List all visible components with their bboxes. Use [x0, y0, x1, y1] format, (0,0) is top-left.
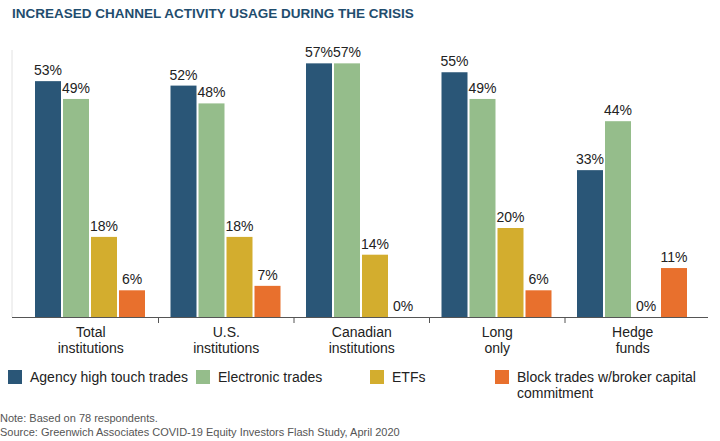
bar [306, 63, 332, 317]
data-label: 0% [393, 298, 413, 314]
category-label-line: Hedge [612, 324, 653, 340]
category-label: Longonly [482, 324, 513, 356]
bar [577, 170, 603, 317]
legend-label: Block trades w/broker capitalcommitment [517, 369, 696, 401]
note: Note: Based on 78 respondents. [0, 412, 158, 424]
category-tick [294, 317, 295, 323]
bar [63, 99, 89, 317]
category-label-line: funds [616, 340, 650, 356]
bar [661, 268, 687, 317]
x-axis-line [12, 317, 708, 318]
bar [470, 99, 496, 317]
category-tick [565, 317, 566, 323]
bar [442, 72, 468, 317]
bar [362, 255, 388, 317]
note: Source: Greenwich Associates COVID-19 Eq… [0, 426, 400, 438]
data-labels: 53% 52% 57% 55% 33% 49% 48% 57% 49% 44% 18% 18% 14% 2… [34, 44, 688, 314]
bar [605, 121, 631, 317]
data-label: 55% [440, 53, 468, 69]
bar [633, 317, 659, 318]
data-label: 44% [604, 102, 632, 118]
legend-label: Electronic trades [218, 369, 322, 385]
data-label: 14% [361, 236, 389, 252]
data-label: 18% [90, 218, 118, 234]
bar [255, 286, 281, 317]
bars [35, 63, 687, 317]
category-label: Hedgefunds [612, 324, 653, 356]
legend-label: ETFs [392, 369, 425, 385]
category-label-line: institutions [58, 340, 124, 356]
data-label: 49% [468, 80, 496, 96]
data-label: 11% [661, 249, 688, 265]
y-axis-line [12, 50, 13, 317]
legend-swatch [370, 370, 384, 384]
category-label-line: only [484, 340, 510, 356]
category-label: U.S.institutions [193, 324, 259, 356]
data-label: 18% [225, 218, 253, 234]
bar [526, 290, 552, 317]
bar [498, 228, 524, 317]
data-label: 49% [62, 80, 90, 96]
bar [119, 290, 145, 317]
bar [390, 317, 416, 318]
bar [227, 237, 253, 317]
category-label: Totalinstitutions [58, 324, 124, 356]
data-label: 7% [257, 267, 277, 283]
data-label: 52% [169, 67, 197, 83]
bar [334, 63, 360, 317]
data-label: 57% [305, 44, 333, 60]
data-label: 0% [636, 298, 656, 314]
title: INCREASED CHANNEL ACTIVITY USAGE DURING … [12, 6, 414, 21]
chart-container: INCREASED CHANNEL ACTIVITY USAGE DURING … [0, 0, 720, 441]
legend-swatch [495, 370, 509, 384]
category-label-line: institutions [193, 340, 259, 356]
bar [199, 103, 225, 317]
legend-swatch [8, 370, 22, 384]
category-label-line: U.S. [213, 324, 240, 340]
data-label: 57% [333, 44, 361, 60]
category-label-line: institutions [329, 340, 395, 356]
legend-label: Agency high touch trades [30, 369, 188, 385]
category-tick [158, 317, 159, 323]
category-tick [429, 317, 430, 323]
bar [35, 81, 61, 317]
bar [171, 86, 197, 317]
data-label: 20% [496, 209, 524, 225]
category-label-line: Canadian [332, 324, 392, 340]
data-label: 6% [122, 271, 142, 287]
data-label: 48% [197, 84, 225, 100]
category-label-line: Long [482, 324, 513, 340]
category-label-line: Total [76, 324, 106, 340]
category-label: Canadianinstitutions [329, 324, 395, 356]
data-label: 6% [528, 271, 548, 287]
bar [91, 237, 117, 317]
data-label: 53% [34, 62, 62, 78]
chart: INCREASED CHANNEL ACTIVITY USAGE DURING … [0, 0, 720, 441]
legend-swatch [196, 370, 210, 384]
data-label: 33% [576, 151, 604, 167]
